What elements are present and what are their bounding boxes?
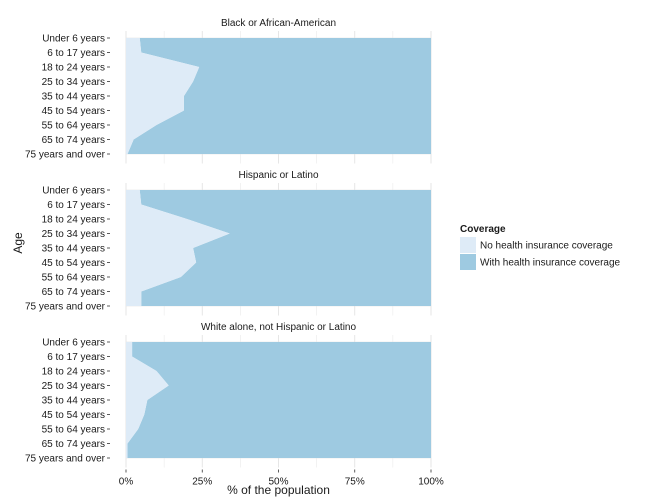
panel-strip-1 <box>126 16 431 30</box>
y-tick-label: 25 to 34 years <box>42 229 105 240</box>
legend-swatch-1 <box>460 237 476 253</box>
y-tick-label: 55 to 64 years <box>42 273 105 284</box>
x-tick-label: 75% <box>345 477 365 488</box>
y-tick-label: 18 to 24 years <box>42 215 105 226</box>
area-with-coverage-panel-1 <box>127 38 432 154</box>
y-tick-label: 65 to 74 years <box>42 287 105 298</box>
area-no-coverage-panel-1 <box>126 38 200 154</box>
y-tick-label: 35 to 44 years <box>42 92 105 103</box>
y-tick-label: 55 to 64 years <box>42 121 105 132</box>
y-tick-label: 35 to 44 years <box>42 396 105 407</box>
area-with-coverage-panel-3 <box>127 342 432 458</box>
panel-title-1: Black or African-American <box>221 18 336 29</box>
y-tick-label: 45 to 54 years <box>42 410 105 421</box>
x-tick-label: 0% <box>119 477 134 488</box>
y-tick-label: 55 to 64 years <box>42 425 105 436</box>
legend-label-1: No health insurance coverage <box>480 241 613 252</box>
x-tick-label: 25% <box>192 477 212 488</box>
panel-strip-2 <box>126 168 431 182</box>
x-tick-label: 100% <box>418 477 444 488</box>
y-tick-label: 25 to 34 years <box>42 381 105 392</box>
y-tick-label: 18 to 24 years <box>42 63 105 74</box>
legend-swatch-2 <box>460 254 476 270</box>
y-tick-label: 6 to 17 years <box>47 48 105 59</box>
legend-label-2: With health insurance coverage <box>480 258 621 269</box>
area-with-coverage-panel-2 <box>139 190 431 306</box>
y-axis-title: Age <box>11 232 25 254</box>
y-tick-label: Under 6 years <box>42 34 105 45</box>
legend-title: Coverage <box>460 224 506 235</box>
y-tick-label: 45 to 54 years <box>42 258 105 269</box>
y-tick-label: 75 years and over <box>25 150 106 161</box>
y-tick-label: Under 6 years <box>42 186 105 197</box>
area-no-coverage-panel-3 <box>126 342 169 458</box>
y-tick-label: 6 to 17 years <box>47 352 105 363</box>
x-axis-title: % of the population <box>227 483 330 497</box>
y-tick-label: 65 to 74 years <box>42 135 105 146</box>
panel-title-3: White alone, not Hispanic or Latino <box>201 322 357 333</box>
y-tick-label: 25 to 34 years <box>42 77 105 88</box>
area-no-coverage-panel-2 <box>126 190 230 306</box>
y-tick-label: 75 years and over <box>25 454 106 465</box>
panel-strip-3 <box>126 320 431 334</box>
y-tick-label: 45 to 54 years <box>42 106 105 117</box>
y-tick-label: 18 to 24 years <box>42 367 105 378</box>
y-tick-label: 75 years and over <box>25 302 106 313</box>
y-tick-label: 35 to 44 years <box>42 244 105 255</box>
x-tick-label: 50% <box>268 477 288 488</box>
y-tick-label: 6 to 17 years <box>47 200 105 211</box>
y-tick-label: Under 6 years <box>42 338 105 349</box>
y-tick-label: 65 to 74 years <box>42 439 105 450</box>
panel-title-2: Hispanic or Latino <box>238 170 318 181</box>
